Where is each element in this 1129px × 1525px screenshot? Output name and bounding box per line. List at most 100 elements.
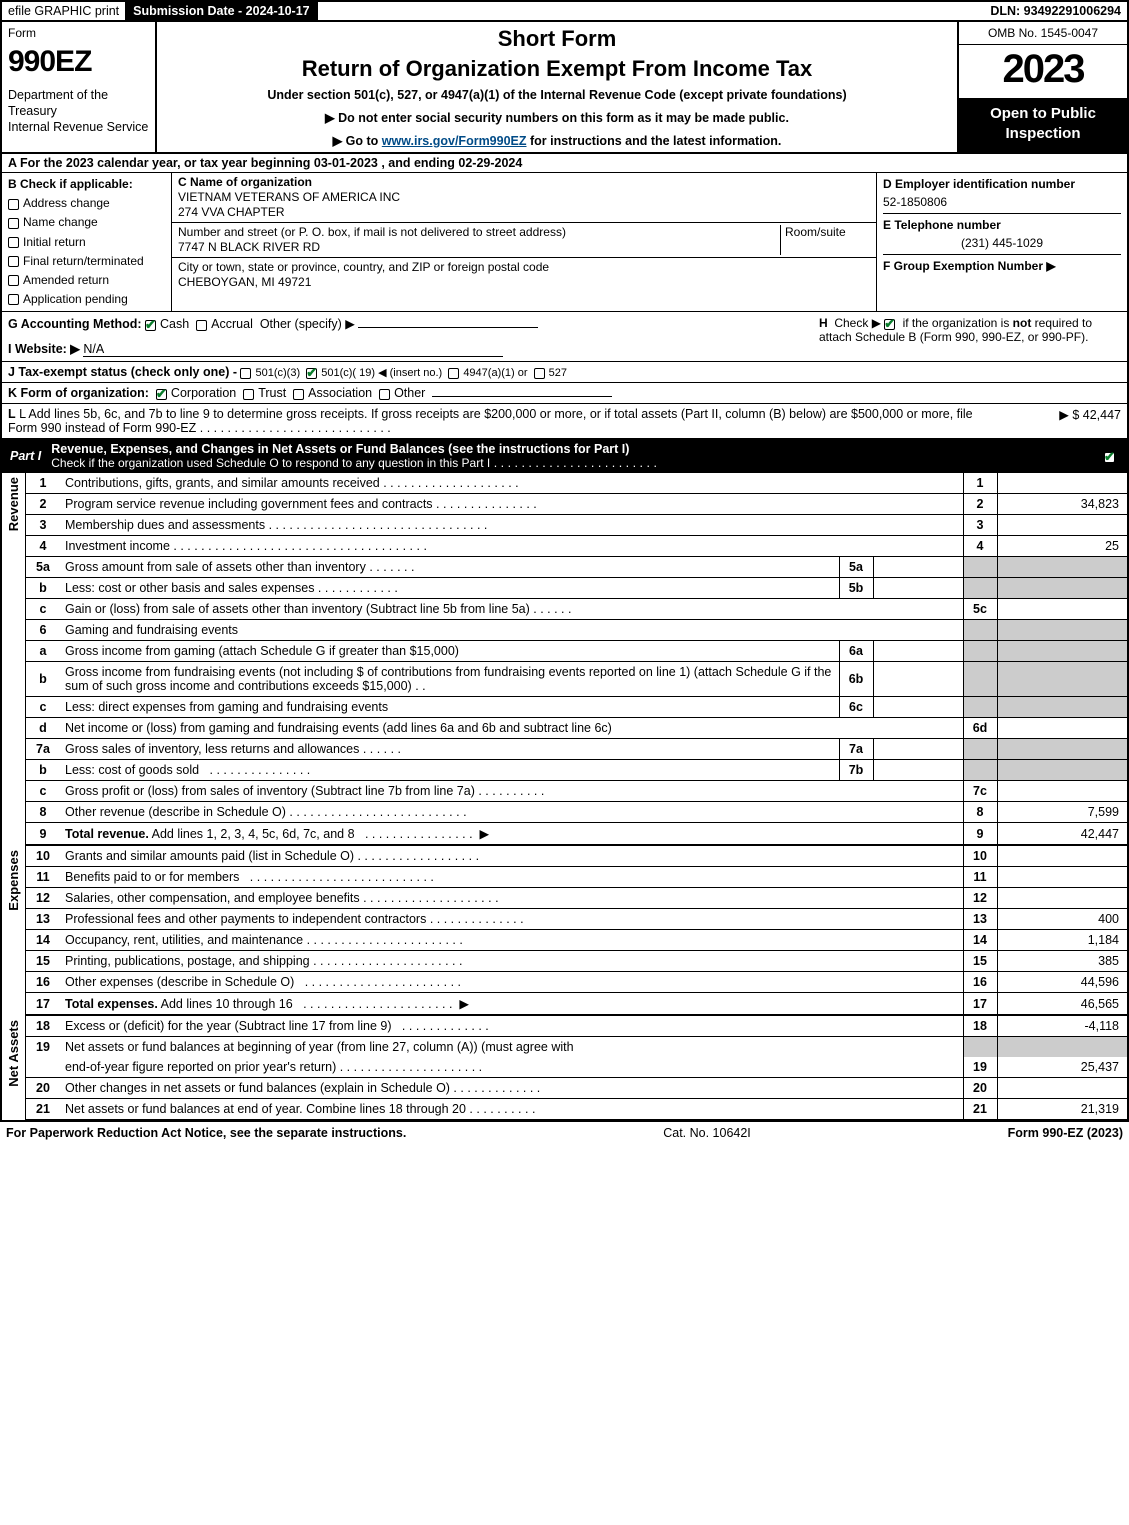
line-13: 13Professional fees and other payments t…: [26, 909, 1127, 930]
line-5b: bLess: cost or other basis and sales exp…: [26, 578, 1127, 599]
chk-association[interactable]: [293, 389, 304, 400]
department-label: Department of the Treasury Internal Reve…: [8, 87, 149, 136]
line-16: 16Other expenses (describe in Schedule O…: [26, 972, 1127, 993]
chk-501c3[interactable]: [240, 368, 251, 379]
header-right: OMB No. 1545-0047 2023 Open to Public In…: [957, 22, 1127, 152]
line-6c: cLess: direct expenses from gaming and f…: [26, 697, 1127, 718]
net-assets-side-label: Net Assets: [2, 1016, 26, 1120]
note-link: ▶ Go to www.irs.gov/Form990EZ for instru…: [165, 133, 949, 148]
submission-date: Submission Date - 2024-10-17: [127, 2, 317, 20]
line-8: 8Other revenue (describe in Schedule O) …: [26, 802, 1127, 823]
part-i-header: Part I Revenue, Expenses, and Changes in…: [0, 439, 1129, 473]
line-12: 12Salaries, other compensation, and empl…: [26, 888, 1127, 909]
form-header: Form 990EZ Department of the Treasury In…: [0, 22, 1129, 154]
chk-application-pending[interactable]: Application pending: [8, 290, 165, 309]
tax-year: 2023: [959, 45, 1127, 98]
section-b: B Check if applicable: Address change Na…: [2, 173, 172, 311]
website-value: N/A: [83, 342, 503, 357]
line-6b: bGross income from fundraising events (n…: [26, 662, 1127, 697]
chk-501c[interactable]: [306, 368, 317, 379]
chk-accrual[interactable]: [196, 320, 207, 331]
line-l: L L Add lines 5b, 6c, and 7b to line 9 t…: [0, 404, 1129, 439]
line-18: 18Excess or (deficit) for the year (Subt…: [26, 1016, 1127, 1037]
form-number: 990EZ: [8, 42, 149, 81]
dln-label: DLN: 93492291006294: [984, 2, 1127, 20]
line-17: 17Total expenses. Add lines 10 through 1…: [26, 993, 1127, 1016]
top-bar: efile GRAPHIC print Submission Date - 20…: [0, 0, 1129, 22]
expenses-side-label: Expenses: [2, 846, 26, 1016]
line-2: 2Program service revenue including gover…: [26, 494, 1127, 515]
open-to-public: Open to Public Inspection: [959, 98, 1127, 152]
form-word: Form: [8, 26, 149, 42]
line-10: 10Grants and similar amounts paid (list …: [26, 846, 1127, 867]
org-name: VIETNAM VETERANS OF AMERICA INC 274 VVA …: [178, 190, 400, 219]
expenses-section: Expenses 10Grants and similar amounts pa…: [0, 846, 1129, 1016]
line-g: G Accounting Method: Cash Accrual Other …: [8, 316, 811, 331]
header-left: Form 990EZ Department of the Treasury In…: [2, 22, 157, 152]
chk-corporation[interactable]: [156, 389, 167, 400]
line-4: 4Investment income . . . . . . . . . . .…: [26, 536, 1127, 557]
line-5a: 5aGross amount from sale of assets other…: [26, 557, 1127, 578]
line-21: 21Net assets or fund balances at end of …: [26, 1099, 1127, 1120]
line-7a: 7aGross sales of inventory, less returns…: [26, 739, 1127, 760]
line-k: K Form of organization: Corporation Trus…: [0, 383, 1129, 404]
line-6d: dNet income or (loss) from gaming and fu…: [26, 718, 1127, 739]
group-exemption-label: F Group Exemption Number ▶: [883, 259, 1056, 273]
line-20: 20Other changes in net assets or fund ba…: [26, 1078, 1127, 1099]
header-middle: Short Form Return of Organization Exempt…: [157, 22, 957, 152]
ein-label: D Employer identification number: [883, 175, 1121, 193]
line-3: 3Membership dues and assessments . . . .…: [26, 515, 1127, 536]
chk-cash[interactable]: [145, 320, 156, 331]
line-19-top: 19Net assets or fund balances at beginni…: [26, 1037, 1127, 1058]
part-i-tag: Part I: [10, 449, 41, 463]
line-9: 9Total revenue. Add lines 1, 2, 3, 4, 5c…: [26, 823, 1127, 846]
tel-label: E Telephone number: [883, 218, 1001, 232]
line-11: 11Benefits paid to or for members . . . …: [26, 867, 1127, 888]
ein-value: 52-1850806: [883, 193, 1121, 211]
tel-value: (231) 445-1029: [883, 234, 1121, 252]
street-value: 7747 N BLACK RIVER RD: [178, 240, 320, 254]
footer-left: For Paperwork Reduction Act Notice, see …: [6, 1126, 406, 1140]
section-c: C Name of organization VIETNAM VETERANS …: [172, 173, 877, 311]
city-label: City or town, state or province, country…: [178, 260, 549, 274]
page-footer: For Paperwork Reduction Act Notice, see …: [0, 1122, 1129, 1144]
chk-schedule-b[interactable]: [884, 319, 895, 330]
chk-other-org[interactable]: [379, 389, 390, 400]
chk-527[interactable]: [534, 368, 545, 379]
revenue-side-label: Revenue: [2, 473, 26, 846]
line-6: 6Gaming and fundraising events: [26, 620, 1127, 641]
line-7b: bLess: cost of goods sold . . . . . . . …: [26, 760, 1127, 781]
subtitle: Under section 501(c), 527, or 4947(a)(1)…: [165, 88, 949, 102]
line-a: A For the 2023 calendar year, or tax yea…: [0, 154, 1129, 173]
line-19: end-of-year figure reported on prior yea…: [26, 1057, 1127, 1078]
chk-trust[interactable]: [243, 389, 254, 400]
section-bcd: B Check if applicable: Address change Na…: [0, 173, 1129, 312]
chk-name-change[interactable]: Name change: [8, 213, 165, 232]
chk-amended-return[interactable]: Amended return: [8, 271, 165, 290]
line-j: J Tax-exempt status (check only one) - 5…: [0, 362, 1129, 383]
footer-form-ref: Form 990-EZ (2023): [1008, 1126, 1123, 1140]
line-15: 15Printing, publications, postage, and s…: [26, 951, 1127, 972]
line-i: I Website: ▶ N/A: [8, 341, 811, 357]
street-label: Number and street (or P. O. box, if mail…: [178, 225, 566, 239]
chk-4947[interactable]: [448, 368, 459, 379]
section-def: D Employer identification number 52-1850…: [877, 173, 1127, 311]
line-5c: cGain or (loss) from sale of assets othe…: [26, 599, 1127, 620]
chk-final-return[interactable]: Final return/terminated: [8, 252, 165, 271]
chk-schedule-o[interactable]: [1104, 452, 1115, 463]
chk-initial-return[interactable]: Initial return: [8, 233, 165, 252]
net-assets-section: Net Assets 18Excess or (deficit) for the…: [0, 1016, 1129, 1122]
room-label: Room/suite: [785, 225, 846, 239]
city-value: CHEBOYGAN, MI 49721: [178, 275, 311, 289]
chk-address-change[interactable]: Address change: [8, 194, 165, 213]
efile-label: efile GRAPHIC print: [2, 2, 127, 20]
short-form-title: Short Form: [165, 26, 949, 52]
line-1: 1Contributions, gifts, grants, and simil…: [26, 473, 1127, 494]
gross-receipts-value: ▶ $ 42,447: [1001, 407, 1121, 435]
footer-cat-no: Cat. No. 10642I: [406, 1126, 1007, 1140]
line-7c: cGross profit or (loss) from sales of in…: [26, 781, 1127, 802]
section-b-header: B Check if applicable:: [8, 175, 165, 194]
line-14: 14Occupancy, rent, utilities, and mainte…: [26, 930, 1127, 951]
line-6a: aGross income from gaming (attach Schedu…: [26, 641, 1127, 662]
irs-link[interactable]: www.irs.gov/Form990EZ: [382, 134, 527, 148]
